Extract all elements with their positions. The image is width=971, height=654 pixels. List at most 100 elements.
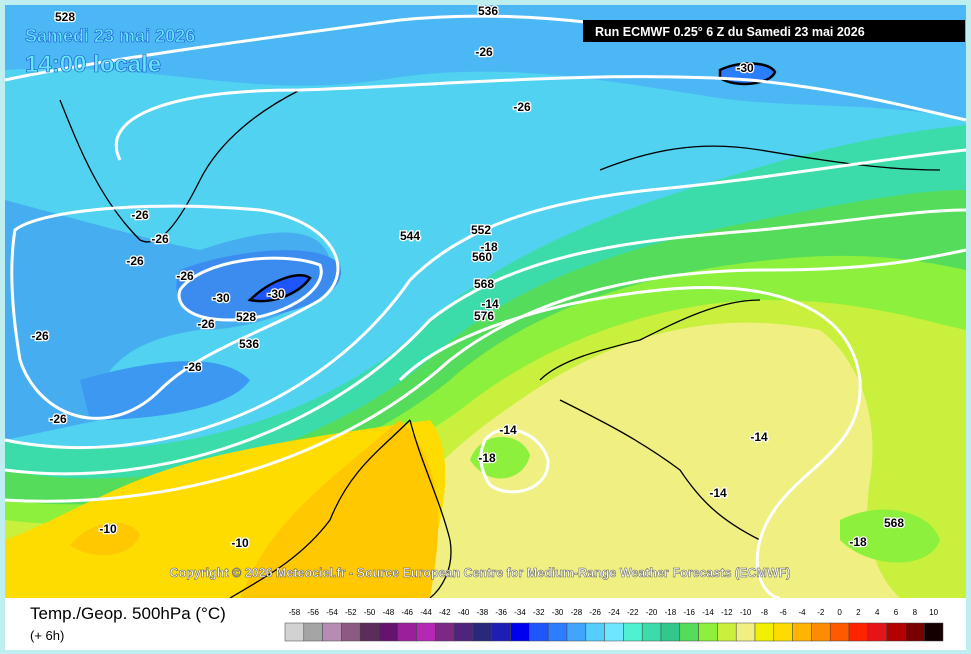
map-label: -10 xyxy=(231,536,249,550)
map-label: -26 xyxy=(31,329,49,343)
map-label: 560 xyxy=(472,250,492,264)
scale-cell xyxy=(397,622,417,642)
scale-label: -4 xyxy=(798,608,806,617)
map-label: -26 xyxy=(49,412,67,426)
scale-label: -54 xyxy=(326,608,338,617)
scale-cell xyxy=(303,622,323,642)
scale-cell xyxy=(792,622,812,642)
scale-cell xyxy=(453,622,474,642)
scale-label: 10 xyxy=(929,608,938,617)
scale-cell xyxy=(754,622,775,642)
scale-label: -38 xyxy=(477,608,489,617)
scale-label: -2 xyxy=(817,608,825,617)
run: Run ECMWF 0.25° 6 Z du Samedi 23 mai 202… xyxy=(595,25,865,39)
scale-cell xyxy=(923,622,944,642)
scale-cell xyxy=(378,622,399,642)
scale-label: -26 xyxy=(589,608,601,617)
scale-label: -12 xyxy=(721,608,733,617)
map-label: 528 xyxy=(236,310,256,324)
scale-cell xyxy=(811,622,831,642)
scale-cell xyxy=(416,622,436,642)
scale-label: -58 xyxy=(289,608,301,617)
scale-label: -40 xyxy=(458,608,470,617)
map-label: -14 xyxy=(750,430,768,444)
scale-label: -28 xyxy=(571,608,583,617)
scale-label: -56 xyxy=(307,608,319,617)
map-label: 528 xyxy=(55,10,75,24)
scale-label: -8 xyxy=(761,608,769,617)
map-label: -18 xyxy=(849,535,867,549)
scale-cell xyxy=(322,622,342,642)
scale-cell xyxy=(905,622,925,642)
map-label: 536 xyxy=(478,4,498,18)
date: Samedi 23 mai 2026 xyxy=(25,26,195,46)
scale-cell xyxy=(435,622,455,642)
map-label: -26 xyxy=(176,269,194,283)
time: 14:00 locale xyxy=(25,51,161,78)
scale-cell xyxy=(717,622,737,642)
scale-label: -14 xyxy=(702,608,714,617)
scale-label: -50 xyxy=(364,608,376,617)
scale-label: -20 xyxy=(646,608,658,617)
scale-label: -32 xyxy=(533,608,545,617)
scale-label: -30 xyxy=(552,608,564,617)
scale-label: 2 xyxy=(856,608,861,617)
legend-title: Temp./Geop. 500hPa (°C) xyxy=(30,604,226,623)
map-label: -26 xyxy=(126,254,144,268)
scale-label: -42 xyxy=(439,608,451,617)
map-label: -26 xyxy=(184,360,202,374)
scale-cell xyxy=(491,622,511,642)
scale-cell xyxy=(359,622,380,642)
map-label: -14 xyxy=(481,297,499,311)
scale-label: 4 xyxy=(875,608,880,617)
scale-label: -6 xyxy=(780,608,788,617)
scale-cell xyxy=(604,622,624,642)
scale-cell xyxy=(623,622,643,642)
map-labels: 528 536 -26 -30 -26 -26 -26 -26 -26 -30 … xyxy=(30,3,906,552)
map-label: -18 xyxy=(480,240,498,254)
map-label: -30 xyxy=(736,61,754,75)
scale-label: -10 xyxy=(740,608,752,617)
map-label: -10 xyxy=(99,522,117,536)
scale-cell xyxy=(529,622,549,642)
scale-label: -24 xyxy=(608,608,620,617)
scale-cell xyxy=(566,622,587,642)
map-label: -26 xyxy=(151,232,169,246)
map-label: -26 xyxy=(513,100,531,114)
scale-label: -34 xyxy=(514,608,526,617)
legend-subtitle: (+ 6h) xyxy=(30,628,64,643)
scale-cell xyxy=(867,622,887,642)
scale-cell xyxy=(641,622,662,642)
scale-cell xyxy=(773,622,793,642)
scale-cell xyxy=(829,622,850,642)
map xyxy=(4,5,967,600)
scale-label: 6 xyxy=(894,608,899,617)
map-label: -26 xyxy=(475,45,493,59)
scale-label: -36 xyxy=(495,608,507,617)
map-label: 552 xyxy=(471,223,491,237)
copyright: Copyright © 2026 Meteociel.fr - Source E… xyxy=(170,566,791,580)
scale-cell xyxy=(547,622,568,642)
map-label: -30 xyxy=(212,291,230,305)
map-label: 536 xyxy=(239,337,259,351)
scale-cell xyxy=(472,622,493,642)
scale-label: -22 xyxy=(627,608,639,617)
map-label: -14 xyxy=(499,423,517,437)
scale-cell xyxy=(848,622,869,642)
map-label: 568 xyxy=(884,516,904,530)
scale-cell xyxy=(698,622,718,642)
map-label: -18 xyxy=(478,451,496,465)
scale-cell xyxy=(510,622,530,642)
scale-cell xyxy=(341,622,361,642)
scale-label: 8 xyxy=(913,608,918,617)
scale-label: -52 xyxy=(345,608,357,617)
map-label: -26 xyxy=(131,208,149,222)
map-label: 568 xyxy=(474,277,494,291)
run-box xyxy=(583,20,965,42)
map-label: 544 xyxy=(400,229,420,243)
map-label: -30 xyxy=(267,287,285,301)
map-label: -26 xyxy=(197,317,215,331)
map-label: -14 xyxy=(709,486,727,500)
scale-cell xyxy=(585,622,605,642)
scale-label: -44 xyxy=(420,608,432,617)
